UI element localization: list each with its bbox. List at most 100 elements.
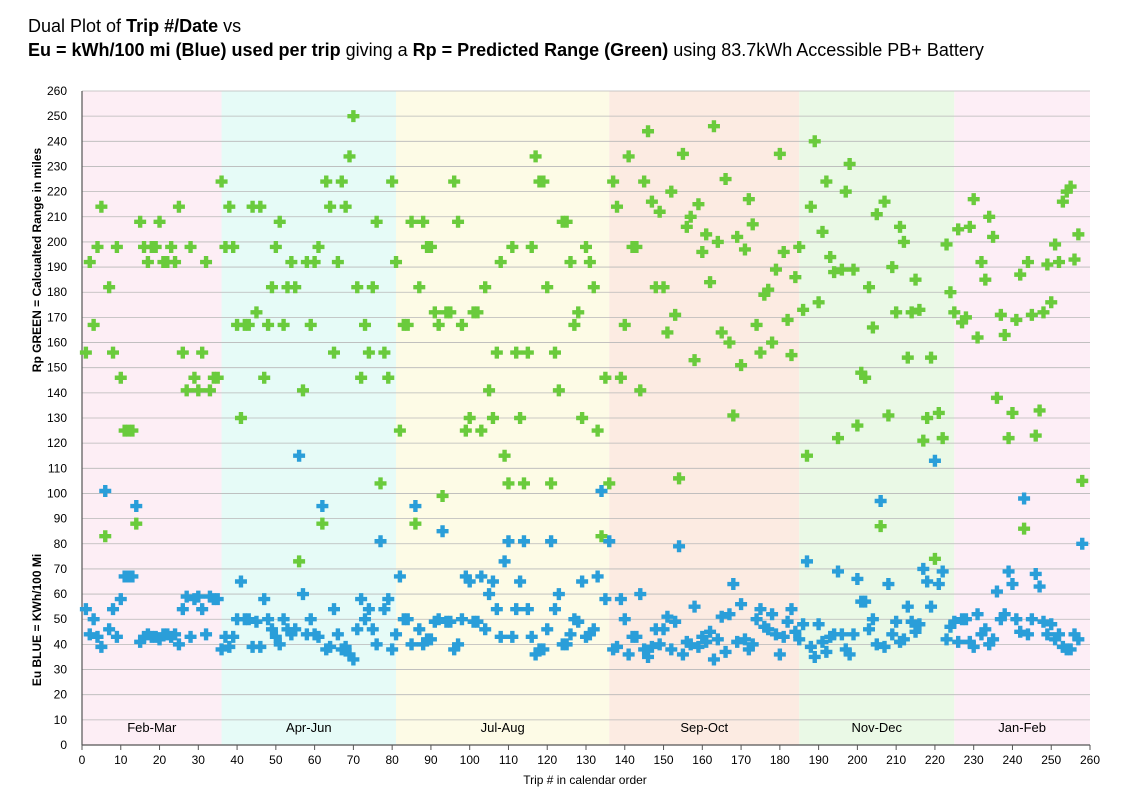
- range-point: [634, 384, 647, 397]
- range-point: [316, 517, 329, 530]
- efficiency-point: [560, 638, 573, 651]
- range-point: [498, 449, 511, 462]
- range-point: [545, 477, 558, 490]
- efficiency-point: [312, 630, 325, 643]
- range-point: [506, 240, 519, 253]
- y-tick-label: 80: [54, 537, 68, 551]
- efficiency-point: [1041, 628, 1054, 641]
- range-point: [83, 256, 96, 269]
- range-point: [79, 346, 92, 359]
- efficiency-point: [901, 600, 914, 613]
- range-point: [153, 215, 166, 228]
- efficiency-point: [285, 628, 298, 641]
- efficiency-point: [87, 613, 100, 626]
- efficiency-point: [134, 635, 147, 648]
- efficiency-point: [1021, 628, 1034, 641]
- efficiency-point: [572, 615, 585, 628]
- y-tick-label: 200: [47, 235, 67, 249]
- efficiency-point: [1029, 567, 1042, 580]
- range-point: [273, 215, 286, 228]
- range-point: [172, 200, 185, 213]
- range-point: [1006, 406, 1019, 419]
- range-point: [1037, 306, 1050, 319]
- range-point: [107, 346, 120, 359]
- efficiency-point: [436, 525, 449, 538]
- efficiency-point: [828, 628, 841, 641]
- x-tick-label: 60: [308, 753, 322, 767]
- y-tick-label: 150: [47, 361, 67, 375]
- range-point: [1060, 185, 1073, 198]
- efficiency-point: [649, 623, 662, 636]
- range-point: [161, 256, 174, 269]
- efficiency-point: [281, 623, 294, 636]
- range-point: [223, 200, 236, 213]
- y-tick-label: 30: [54, 663, 68, 677]
- efficiency-point: [393, 570, 406, 583]
- x-tick-label: 110: [499, 753, 518, 767]
- horizontal-gridlines: [81, 90, 1090, 746]
- efficiency-point: [657, 623, 670, 636]
- x-tick-label: 160: [692, 753, 712, 767]
- range-point: [424, 240, 437, 253]
- efficiency-point: [921, 575, 934, 588]
- efficiency-point: [990, 585, 1003, 598]
- efficiency-point: [812, 618, 825, 631]
- range-point: [393, 424, 406, 437]
- efficiency-point: [680, 635, 693, 648]
- efficiency-point: [785, 603, 798, 616]
- range-point: [591, 424, 604, 437]
- range-point: [820, 175, 833, 188]
- efficiency-point: [614, 593, 627, 606]
- x-axis-label: Trip # in calendar order: [523, 773, 647, 787]
- range-point: [874, 520, 887, 533]
- efficiency-point: [998, 608, 1011, 621]
- range-point: [785, 349, 798, 362]
- range-point: [1056, 195, 1069, 208]
- efficiency-point: [762, 623, 775, 636]
- range-point: [967, 193, 980, 206]
- y-tick-label: 250: [47, 109, 67, 123]
- range-point: [901, 351, 914, 364]
- range-point: [99, 530, 112, 543]
- efficiency-point: [483, 588, 496, 601]
- range-point: [304, 318, 317, 331]
- efficiency-point: [719, 645, 732, 658]
- range-point: [804, 200, 817, 213]
- range-point: [676, 147, 689, 160]
- efficiency-point: [940, 633, 953, 646]
- range-point: [746, 218, 759, 231]
- efficiency-point: [731, 635, 744, 648]
- range-point: [719, 173, 732, 186]
- efficiency-point: [378, 603, 391, 616]
- efficiency-point: [366, 623, 379, 636]
- range-point: [428, 306, 441, 319]
- range-point: [211, 371, 224, 384]
- efficiency-point: [335, 643, 348, 656]
- efficiency-point: [870, 638, 883, 651]
- efficiency-point: [824, 630, 837, 643]
- range-point: [417, 215, 430, 228]
- range-point: [882, 409, 895, 422]
- efficiency-point: [219, 630, 232, 643]
- range-point: [347, 110, 360, 123]
- range-point: [374, 477, 387, 490]
- range-point: [560, 215, 573, 228]
- range-point: [234, 412, 247, 424]
- range-point: [521, 346, 534, 359]
- range-point: [141, 256, 154, 269]
- efficiency-point: [742, 643, 755, 656]
- efficiency-point: [700, 635, 713, 648]
- range-point: [773, 147, 786, 160]
- range-point: [134, 215, 147, 228]
- range-point: [777, 245, 790, 258]
- efficiency-point: [583, 628, 596, 641]
- range-point: [378, 346, 391, 359]
- range-point: [1033, 404, 1046, 417]
- efficiency-point: [455, 613, 468, 626]
- efficiency-point: [200, 628, 213, 641]
- x-tick-label: 250: [1041, 753, 1061, 767]
- efficiency-point: [452, 638, 465, 651]
- efficiency-point: [506, 630, 519, 643]
- y-axis-label-upper: Rp GREEN = Calcualted Range in miles: [30, 147, 44, 372]
- range-point: [948, 306, 961, 319]
